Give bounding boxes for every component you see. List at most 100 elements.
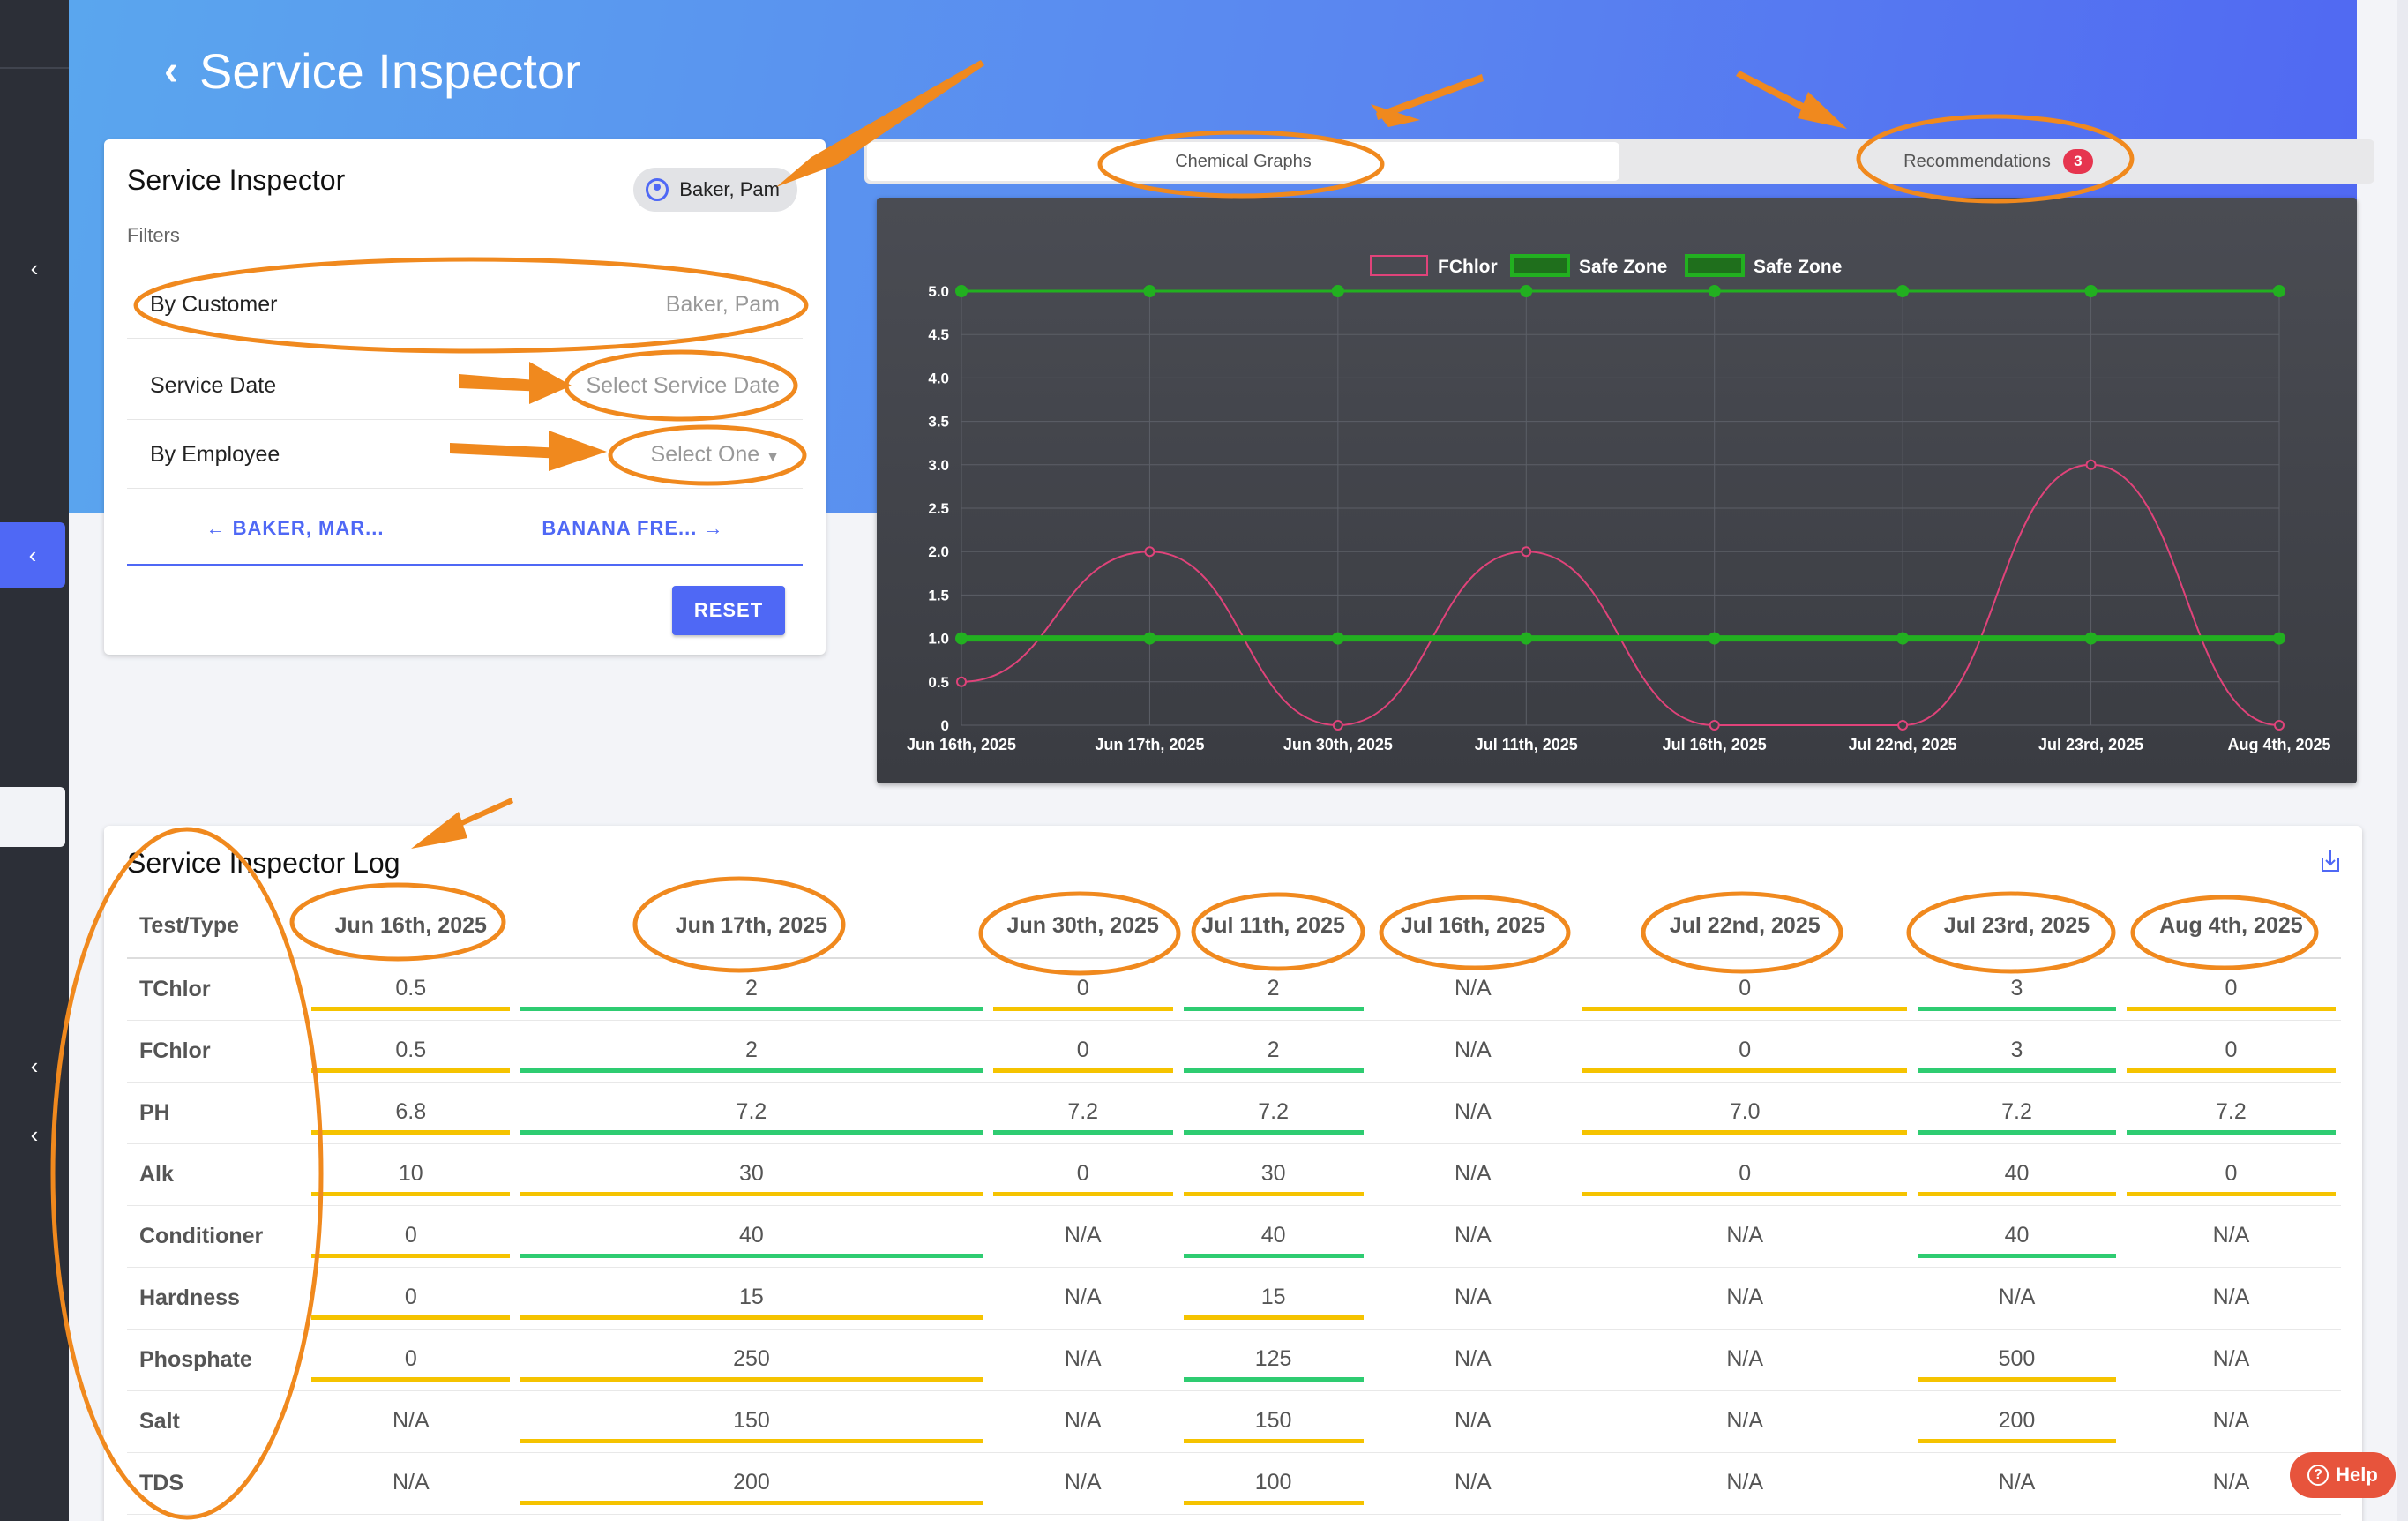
data-point xyxy=(1521,546,1532,558)
out-of-range-indicator xyxy=(311,1006,511,1011)
x-tick-label: Jul 11th, 2025 xyxy=(1475,736,1578,753)
log-cell-value: 0 xyxy=(404,1284,417,1309)
employee-select-value: Select One xyxy=(650,442,760,467)
data-point xyxy=(1520,632,1533,645)
in-range-indicator xyxy=(1183,1129,1364,1135)
log-cell: N/A xyxy=(987,1267,1178,1330)
x-tick-label: Jul 16th, 2025 xyxy=(1663,736,1767,753)
x-tick-label: Jul 23rd, 2025 xyxy=(2038,736,2143,753)
log-row-label: TChlor xyxy=(127,958,307,1021)
legend-label: FChlor xyxy=(1438,257,1498,277)
data-point xyxy=(1708,632,1721,645)
log-cell: N/A xyxy=(1912,1267,2121,1330)
log-row: Hardness 0 15 N/A 15 N/A N/A N/A N/A xyxy=(127,1267,2341,1330)
log-cell: N/A xyxy=(1577,1390,1913,1453)
log-cell: N/A xyxy=(1577,1452,1913,1515)
out-of-range-indicator xyxy=(992,1006,1173,1011)
data-point xyxy=(956,676,967,687)
filter-customer-label: By Customer xyxy=(150,292,278,317)
log-cell: 15 xyxy=(515,1267,988,1330)
log-row-label: TDS xyxy=(127,1452,307,1515)
log-cell: N/A xyxy=(987,1329,1178,1391)
sidebar-active-item-chevron-icon[interactable]: ‹ xyxy=(0,522,65,588)
log-cell: N/A xyxy=(1368,1020,1578,1083)
in-range-indicator xyxy=(520,1068,983,1073)
tab-recommendations[interactable]: Recommendations 3 xyxy=(1622,139,2374,184)
user-chip[interactable]: Baker, Pam xyxy=(633,168,797,212)
user-chip-label: Baker, Pam xyxy=(679,178,780,200)
log-cell-value: N/A xyxy=(1064,1345,1102,1371)
log-cell-value: 125 xyxy=(1254,1345,1292,1371)
log-cell-value: 100 xyxy=(1254,1469,1292,1495)
recommendations-count-badge: 3 xyxy=(2062,149,2093,174)
log-cell: 3 xyxy=(1912,958,2121,1021)
out-of-range-indicator xyxy=(992,1191,1173,1196)
back-chevron-icon[interactable]: ‹ xyxy=(164,48,178,94)
data-point xyxy=(2084,632,2098,645)
log-cell-value: 10 xyxy=(398,1160,423,1186)
x-tick-label: Jul 22nd, 2025 xyxy=(1849,736,1957,753)
data-point xyxy=(1331,632,1344,645)
filter-customer[interactable]: By Customer Baker, Pam xyxy=(127,272,803,339)
service-log-card: Service Inspector Log Test/Type Jun 16th,… xyxy=(104,826,2362,1521)
log-cell-value: 0 xyxy=(2225,1037,2238,1062)
sidebar-chevron-icon-3[interactable]: ‹ xyxy=(30,1121,39,1148)
filter-employee[interactable]: By Employee Select One ▼ xyxy=(127,422,803,489)
out-of-range-indicator xyxy=(2126,1191,2336,1196)
log-cell: N/A xyxy=(1912,1452,2121,1515)
data-point xyxy=(1143,632,1156,645)
data-point xyxy=(1144,546,1155,558)
sidebar-light-item[interactable] xyxy=(0,787,65,847)
log-cell-value: N/A xyxy=(1064,1469,1102,1495)
log-col-header-date: Jun 17th, 2025 xyxy=(515,895,988,959)
reset-button[interactable]: RESET xyxy=(672,586,785,635)
log-cell-value: 40 xyxy=(739,1222,764,1248)
out-of-range-indicator xyxy=(311,1315,511,1320)
sidebar-chevron-icon-2[interactable]: ‹ xyxy=(30,1053,39,1079)
log-cell-value: N/A xyxy=(1726,1345,1764,1371)
user-avatar-icon xyxy=(646,178,669,201)
out-of-range-indicator xyxy=(1918,1376,2116,1382)
log-cell-value: N/A xyxy=(392,1469,430,1495)
next-customer-link[interactable]: BANANA FRE... → xyxy=(542,517,723,540)
help-button[interactable]: ? Help xyxy=(2290,1452,2396,1498)
log-cell: 2 xyxy=(1178,958,1369,1021)
log-cell: N/A xyxy=(2120,1205,2341,1268)
log-cell: 0.5 xyxy=(306,958,516,1021)
log-cell-value: 0.5 xyxy=(395,975,427,1000)
y-tick-label: 2.5 xyxy=(928,500,949,517)
sidebar-collapse-chevron-icon[interactable]: ‹ xyxy=(30,255,39,281)
out-of-range-indicator xyxy=(520,1376,983,1382)
out-of-range-indicator xyxy=(311,1191,511,1196)
log-cell: 0 xyxy=(2120,958,2341,1021)
log-cell: N/A xyxy=(1368,1452,1578,1515)
filter-service-date[interactable]: Service Date Select Service Date xyxy=(127,353,803,420)
page-scrollbar[interactable] xyxy=(2397,0,2408,1521)
log-cell: 125 xyxy=(1178,1329,1369,1391)
tab-chemical-graphs[interactable]: Chemical Graphs xyxy=(867,142,1619,181)
log-cell-value: N/A xyxy=(2212,1407,2250,1433)
log-cell: 7.2 xyxy=(1912,1082,2121,1144)
x-tick-label: Jun 17th, 2025 xyxy=(1095,736,1204,753)
log-cell-value: N/A xyxy=(1998,1469,2036,1495)
service-date-picker[interactable]: Select Service Date xyxy=(586,373,780,398)
log-col-header-date: Jul 16th, 2025 xyxy=(1368,895,1578,959)
log-cell: N/A xyxy=(2120,1329,2341,1391)
log-cell-value: 7.2 xyxy=(2216,1098,2247,1124)
employee-select[interactable]: Select One ▼ xyxy=(651,442,780,468)
log-cell-value: 0 xyxy=(2225,1160,2238,1186)
filter-customer-value[interactable]: Baker, Pam xyxy=(665,292,780,317)
prev-customer-link[interactable]: ← BAKER, MAR... xyxy=(206,517,384,540)
y-tick-label: 1.5 xyxy=(928,587,949,603)
log-cell: 3 xyxy=(1912,1020,2121,1083)
log-cell-value: 250 xyxy=(733,1345,770,1371)
log-cell: 2 xyxy=(1178,1020,1369,1083)
download-icon[interactable] xyxy=(2320,849,2341,873)
out-of-range-indicator xyxy=(1582,1068,1908,1073)
log-cell: 7.2 xyxy=(1178,1082,1369,1144)
log-col-header-date: Aug 4th, 2025 xyxy=(2120,895,2341,959)
log-cell-value: N/A xyxy=(1455,1345,1492,1371)
log-cell-value: 6.8 xyxy=(395,1098,427,1124)
arrow-right-icon: → xyxy=(703,516,724,539)
filters-label: Filters xyxy=(127,224,180,246)
